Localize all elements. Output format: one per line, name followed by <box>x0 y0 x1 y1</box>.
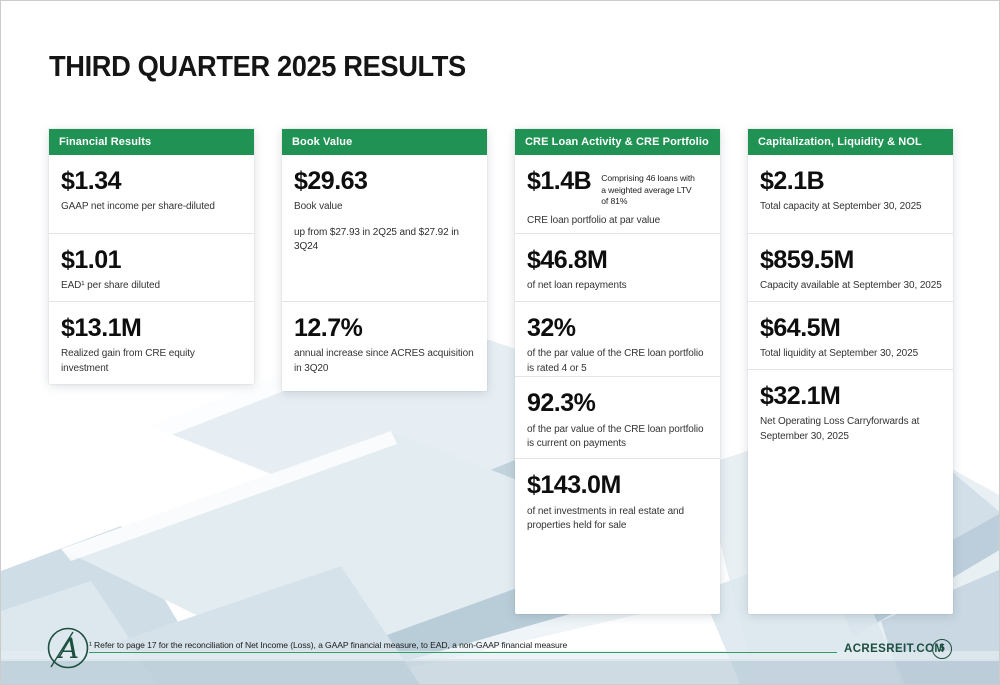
stat-rated-4-or-5: 32% of the par value of the CRE loan por… <box>515 301 720 376</box>
stat-net-investments-real-estate: $143.0M of net investments in real estat… <box>515 458 720 533</box>
acres-logo-icon: A <box>47 627 89 669</box>
stat-realized-gain: $13.1M Realized gain from CRE equity inv… <box>49 301 254 384</box>
stat-value: 32% <box>527 314 576 342</box>
card-header-financial-results: Financial Results <box>49 129 254 155</box>
stat-total-capacity: $2.1B Total capacity at September 30, 20… <box>748 155 953 233</box>
stat-label: Net Operating Loss Carryforwards at Sept… <box>760 416 920 442</box>
stat-value: $143.0M <box>527 471 621 500</box>
stat-label: Realized gain from CRE equity investment <box>61 348 195 374</box>
stat-label: CRE loan portfolio at par value <box>527 214 661 226</box>
stat-value: $29.63 <box>294 167 368 195</box>
stat-label: Total liquidity at September 30, 2025 <box>760 348 919 360</box>
stat-value: $859.5M <box>760 246 854 274</box>
footer: A ¹ Refer to page 17 for the reconciliat… <box>1 619 999 679</box>
stat-ead-per-share: $1.01 EAD¹ per share diluted <box>49 233 254 301</box>
stat-current-on-payments: 92.3% of the par value of the CRE loan p… <box>515 376 720 458</box>
card-header-cre-loan-activity: CRE Loan Activity & CRE Portfolio <box>515 129 720 155</box>
stat-value: $46.8M <box>527 246 608 274</box>
stat-label: annual increase since ACRES acquisition … <box>294 348 474 374</box>
card-financial-results: Financial Results $1.34 GAAP net income … <box>49 129 254 384</box>
card-cre-loan-activity: CRE Loan Activity & CRE Portfolio $1.4B … <box>515 129 720 614</box>
stat-value: $1.01 <box>61 246 122 274</box>
stat-book-value: $29.63 Book value up from $27.93 in 2Q25… <box>282 155 487 301</box>
stat-gaap-net-income: $1.34 GAAP net income per share-diluted <box>49 155 254 233</box>
stat-capacity-available: $859.5M Capacity available at September … <box>748 233 953 301</box>
card-header-capitalization: Capitalization, Liquidity & NOL <box>748 129 953 155</box>
stat-value: $1.34 <box>61 167 122 195</box>
stat-value: $1.4B <box>527 167 592 195</box>
stat-label: EAD¹ per share diluted <box>61 280 160 292</box>
stat-note: up from $27.93 in 2Q25 and $27.92 in 3Q2… <box>294 226 459 253</box>
stat-label: Total capacity at September 30, 2025 <box>760 201 922 213</box>
stat-value: $32.1M <box>760 382 841 410</box>
footer-rule <box>89 652 837 653</box>
card-book-value: Book Value $29.63 Book value up from $27… <box>282 129 487 391</box>
stat-value: $13.1M <box>61 314 142 342</box>
stat-net-loan-repayments: $46.8M of net loan repayments <box>515 233 720 301</box>
card-header-book-value: Book Value <box>282 129 487 155</box>
stat-annual-increase: 12.7% annual increase since ACRES acquis… <box>282 301 487 391</box>
stat-nol-carryforwards: $32.1M Net Operating Loss Carryforwards … <box>748 369 953 444</box>
stat-label: of net investments in real estate and pr… <box>527 505 684 532</box>
page-title: THIRD QUARTER 2025 RESULTS <box>49 51 466 83</box>
stat-value: 92.3% <box>527 389 596 418</box>
svg-text:A: A <box>56 632 79 665</box>
stat-label: of the par value of the CRE loan portfol… <box>527 348 704 374</box>
stat-label: GAAP net income per share-diluted <box>61 201 215 213</box>
stat-label: of the par value of the CRE loan portfol… <box>527 423 704 450</box>
stat-label: Capacity available at September 30, 2025 <box>760 280 942 292</box>
stat-side-note: Comprising 46 loans with a weighted aver… <box>601 173 695 207</box>
stat-total-liquidity: $64.5M Total liquidity at September 30, … <box>748 301 953 369</box>
stat-label: of net loan repayments <box>527 280 627 292</box>
card-capitalization-liquidity-nol: Capitalization, Liquidity & NOL $2.1B To… <box>748 129 953 614</box>
website-link: ACRESREIT.COM <box>844 643 945 655</box>
footnote: ¹ Refer to page 17 for the reconciliatio… <box>89 640 568 650</box>
stat-value: 12.7% <box>294 314 363 342</box>
page-number-badge: 5 <box>932 639 952 659</box>
stat-label: Book value <box>294 201 343 213</box>
stat-value: $2.1B <box>760 167 825 195</box>
stat-value-row: $1.4B Comprising 46 loans with a weighte… <box>527 168 710 208</box>
stat-value: $64.5M <box>760 314 841 342</box>
stat-cre-portfolio-par-value: $1.4B Comprising 46 loans with a weighte… <box>515 155 720 233</box>
